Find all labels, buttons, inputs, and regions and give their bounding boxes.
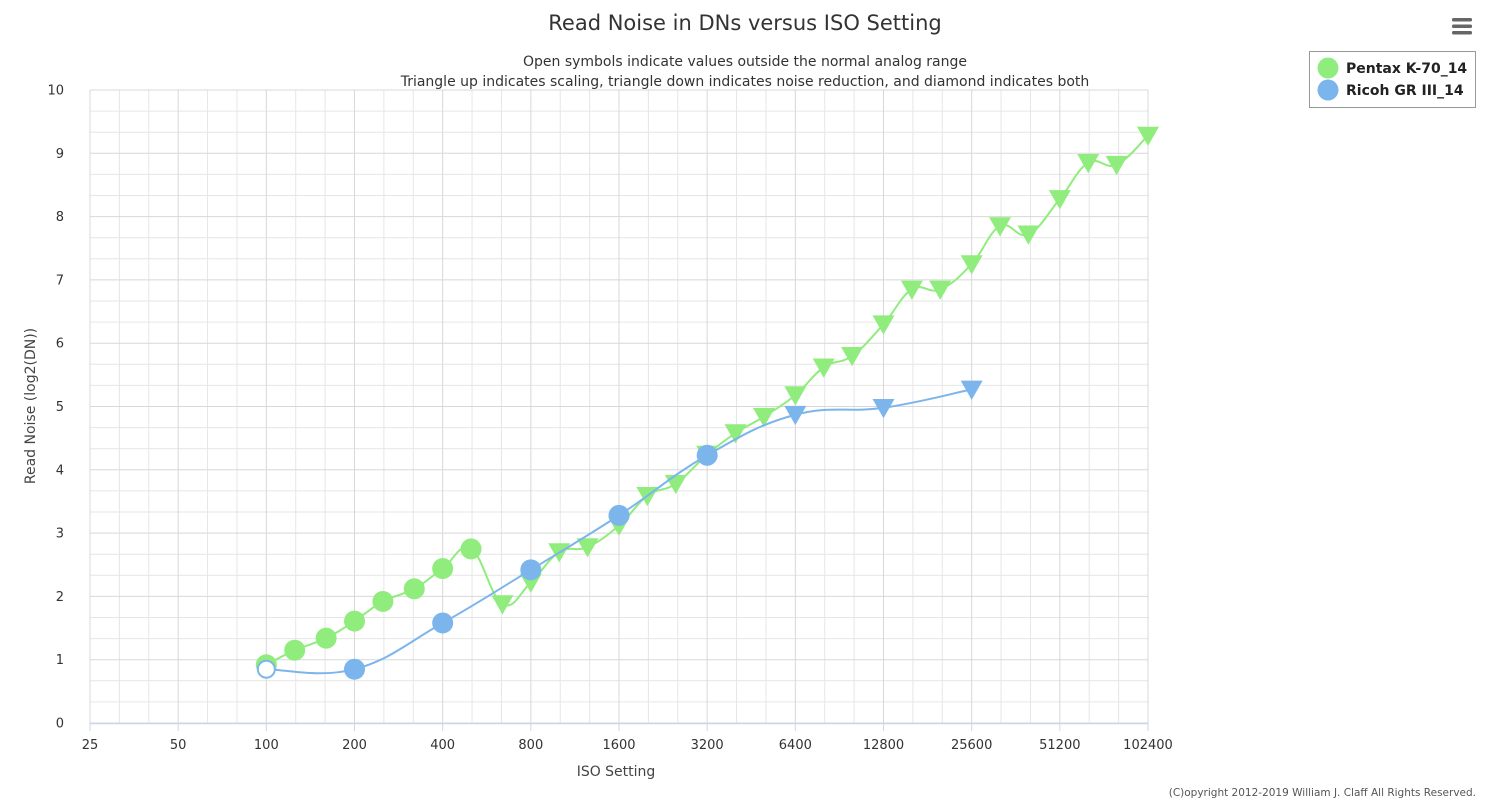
data-point[interactable] [432,612,454,634]
x-tick-label: 100 [254,738,279,753]
grid [89,89,1149,724]
data-point[interactable] [608,504,630,526]
data-point-triangle-down[interactable] [1048,190,1071,210]
y-tick-label: 2 [56,590,64,605]
data-point-triangle-down[interactable] [1077,153,1100,174]
series-ricoh [256,380,983,680]
x-tick-label: 50 [170,738,187,753]
data-point-triangle-down[interactable] [576,538,599,558]
axes: 0 1 2 3 4 5 6 7 8 9 10 25 50 100 200 400 800 1600 3200 6400… [47,84,1172,754]
x-tick-label: 400 [430,738,455,753]
x-tick-label: 51200 [1039,738,1080,753]
y-tick-label: 3 [56,527,64,542]
y-tick-label: 7 [56,273,64,288]
data-point-triangle-down[interactable] [752,407,775,428]
legend-label-pentax: Pentax K-70_14 [1346,61,1467,77]
chart-subtitle-line-2: Triangle up indicates scaling, triangle … [400,74,1090,90]
plot-area [255,126,1159,680]
x-tick-label: 25 [82,738,99,753]
legend-item-pentax[interactable]: Pentax K-70_14 [1317,57,1468,79]
data-point[interactable] [284,639,306,661]
data-point[interactable] [696,444,718,466]
x-tick-label: 3200 [691,738,724,753]
data-point-triangle-down[interactable] [872,315,895,335]
y-tick-label: 8 [56,210,64,225]
data-point-triangle-down[interactable] [784,405,807,426]
data-point-open[interactable] [256,659,276,679]
data-point-triangle-down[interactable] [1105,155,1128,176]
data-point-triangle-down[interactable] [929,280,952,300]
y-tick-label: 6 [56,337,64,352]
y-axis-title: Read Noise (log2(DN)) [23,328,39,484]
data-point[interactable] [460,538,482,560]
legend: Pentax K-70_14 Ricoh GR III_14 [1309,51,1476,108]
y-tick-label: 9 [56,147,64,162]
data-point-triangle-down[interactable] [491,595,514,615]
x-tick-label: 102400 [1123,738,1173,753]
data-point[interactable] [344,658,365,680]
data-point-triangle-down[interactable] [1017,225,1040,245]
chart-subtitle-line-1: Open symbols indicate values outside the… [523,54,967,70]
x-tick-label: 6400 [779,738,812,753]
legend-marker-pentax [1317,57,1339,79]
legend-item-ricoh[interactable]: Ricoh GR III_14 [1317,79,1464,101]
x-axis-title: ISO Setting [577,764,656,780]
data-point-triangle-down[interactable] [724,424,747,444]
data-point-triangle-down[interactable] [841,347,864,367]
data-point-triangle-down[interactable] [960,255,983,275]
data-point-triangle-down[interactable] [989,217,1012,237]
data-point[interactable] [372,590,394,612]
data-point[interactable] [432,558,454,580]
legend-marker-ricoh [1317,79,1339,101]
y-tick-label: 10 [47,84,64,99]
data-point-triangle-down[interactable] [900,280,923,300]
x-tick-label: 25600 [951,738,992,753]
data-point-triangle-down[interactable] [872,398,895,419]
x-tick-label: 1600 [602,738,635,753]
x-tick-label: 12800 [863,738,904,753]
data-point-triangle-down[interactable] [960,380,983,400]
data-point[interactable] [344,610,365,632]
y-tick-label: 1 [56,653,64,668]
hamburger-menu-icon[interactable] [1452,18,1472,35]
data-point[interactable] [520,559,542,581]
data-point-triangle-down[interactable] [812,358,835,378]
data-point[interactable] [403,578,425,600]
y-tick-label: 5 [56,400,64,415]
data-point[interactable] [315,627,337,649]
copyright-notice: (C)opyright 2012-2019 William J. Claff A… [1169,787,1476,799]
chart-title: Read Noise in DNs versus ISO Setting [548,11,941,35]
data-point-triangle-down[interactable] [1137,126,1159,147]
y-tick-label: 0 [56,717,64,732]
data-point-triangle-down[interactable] [784,386,807,406]
x-tick-label: 200 [342,738,367,753]
y-tick-label: 4 [56,463,64,478]
x-tick-label: 800 [518,738,543,753]
legend-label-ricoh: Ricoh GR III_14 [1346,83,1464,99]
